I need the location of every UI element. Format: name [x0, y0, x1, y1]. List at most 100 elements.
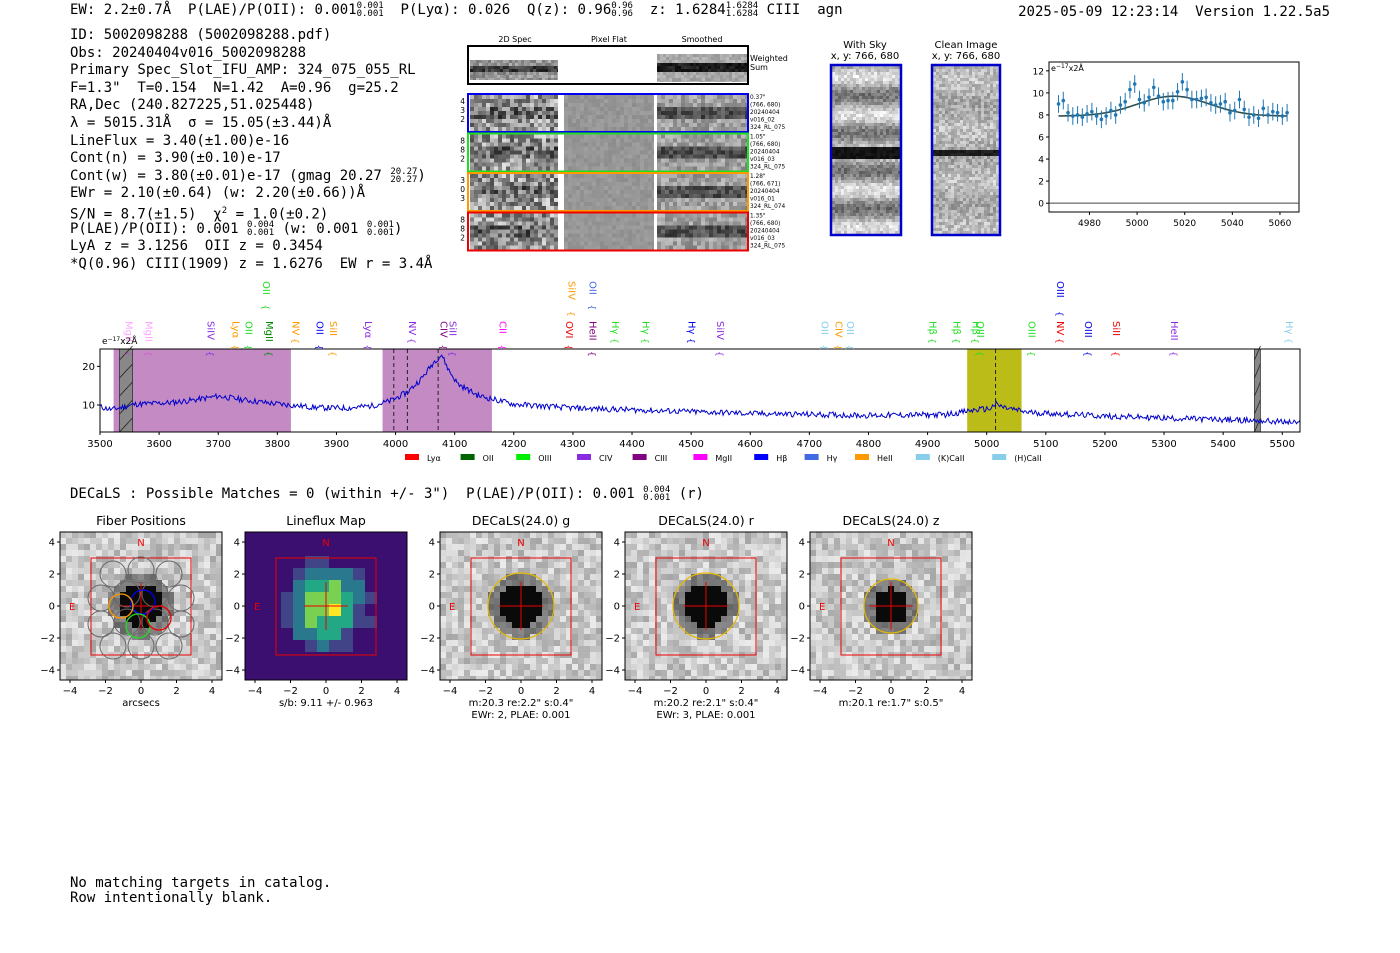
fiber-circle [155, 632, 183, 660]
spectrum-unit-label: e−17x2Å [102, 335, 138, 347]
fit-plot-frame [1048, 61, 1300, 213]
cutout-row [467, 93, 749, 133]
spectrum-line-marker: MgII{ [142, 321, 154, 357]
clean-image-border [930, 63, 1002, 237]
stamp-xtick-label: 0 [888, 686, 894, 697]
header-plae: P(LAE)/P(OII): 0.001 [188, 2, 357, 18]
spectrum-frame [99, 348, 1301, 433]
spectrum-xtick-label: 4300 [560, 439, 585, 450]
mask-hatch [119, 345, 133, 361]
spectrum-line-marker: SiIV{ [565, 281, 577, 317]
info-contw: Cont(w) = 3.80(±0.01)e-17 (gmag 20.27 20… [70, 166, 426, 185]
spectrum-shaded-region [967, 349, 1022, 432]
stamp-ytick-label: −4 [40, 666, 55, 677]
info-lya: LyA z = 3.1256 OII z = 0.3454 [70, 238, 323, 255]
stamp-xtick-label: 0 [518, 686, 524, 697]
with-sky-title: With Sky [843, 40, 887, 51]
mask-hatch [119, 417, 133, 433]
north-label: N [517, 538, 524, 549]
spectrum-shaded-region [382, 349, 492, 432]
cutout-left-label: 0.90 [460, 185, 465, 194]
fit-data-point [1142, 101, 1147, 105]
fit-xtick-label: 5000 [1126, 219, 1149, 229]
cutout-right-label: 20240404 [750, 189, 780, 195]
stamp-ytick-label: −4 [225, 666, 240, 677]
fiber-circle [99, 632, 127, 660]
imaging-stamps: Fiber Positions N E −4 4 −2 2 0 0 2 −2 4 −4 arcsecs Li… [40, 513, 973, 721]
spectrum-line-marker: Hγ{ [685, 321, 697, 344]
fit-ytick-label: 12 [1033, 67, 1044, 77]
spectrum-line-marker: OIII{ [1025, 321, 1037, 357]
cutout-left-label: 0.13 [460, 176, 465, 185]
fit-data-point [1271, 109, 1275, 114]
fit-ytick-label: 0 [1038, 200, 1044, 210]
header-plya: P(Lyα): 0.026 [400, 2, 511, 18]
spectrum-xtick-label: 4400 [619, 439, 644, 450]
fit-data-point [1071, 114, 1075, 118]
stamp-caption: m:20.2 re:2.1" s:0.4" [654, 698, 759, 709]
cutout-right-label: 1.28" [750, 174, 766, 180]
cutout-left-label: 0.08 [460, 216, 465, 225]
fit-data-point [1194, 97, 1199, 102]
fit-data-point [1185, 87, 1189, 92]
east-label: E [449, 602, 455, 613]
info-lambda: λ = 5015.31Å σ = 15.05(±3.44)Å [70, 114, 332, 131]
spectrum-line-marker: OII{ [242, 321, 254, 350]
fit-xtick-label: 4980 [1078, 219, 1101, 229]
ellipse-aperture [863, 578, 919, 634]
mask-hatch [1254, 381, 1261, 397]
legend-label: Hβ [776, 454, 787, 463]
fit-data-point [1156, 94, 1161, 98]
fit-data-point [1223, 99, 1227, 104]
stamp-caption: arcsecs [122, 698, 160, 709]
fit-data-point [1199, 96, 1204, 101]
fit-data-point [1151, 85, 1156, 90]
cutout-right-label: v016_02 [750, 118, 775, 124]
aperture-box [655, 557, 757, 656]
mask-hatch [1254, 345, 1261, 361]
fiber-circle [113, 608, 141, 636]
north-label: N [702, 538, 709, 549]
legend-swatch [855, 454, 869, 460]
cutout-col-header: Smoothed [682, 35, 723, 44]
spectrum-xtick-label: 4600 [738, 439, 763, 450]
stamp-caption: m:20.1 re:1.7" s:0.5" [839, 698, 944, 709]
cutout-right-label: 324_RL_075 [750, 125, 785, 131]
weighted-sum-row [467, 45, 749, 85]
fit-data-point [1228, 110, 1232, 115]
stamp-ytick-label: 0 [234, 602, 240, 613]
fit-data-point [1056, 102, 1061, 106]
spectrum-line-marker: NV{ [1053, 321, 1065, 344]
aperture-box [275, 557, 377, 656]
spectrum-line-marker: OIII{ [1053, 281, 1065, 317]
spectrum-xtick-label: 5400 [1210, 439, 1235, 450]
info-fwhm: F=1.3" T=0.154 N=1.42 A=0.96 g=25.2 [70, 79, 399, 96]
fit-data-point [1232, 108, 1237, 113]
stamp-g: DECaLS(24.0) g N E −4 4 −2 2 0 0 2 −2 4 −4 m:20.3 re:… [420, 513, 603, 721]
header-version: Version 1.22.5a5 [1195, 4, 1330, 20]
stamp-fiber: Fiber Positions N E −4 4 −2 2 0 0 2 −2 4 −4 arcsecs [40, 513, 223, 709]
fit-data-point [1147, 95, 1151, 100]
legend-swatch [754, 454, 769, 460]
fit-data-point [1128, 87, 1132, 92]
spectrum-line-marker: OII{ [313, 321, 325, 350]
cutout-left-label: 262 [460, 234, 465, 243]
spectrum-line-marker: MgII{ [122, 321, 134, 357]
cutout-right-label: v016_01 [750, 197, 775, 203]
mask-hatch [1254, 363, 1261, 379]
spectrum-line-marker: SiII{ [1110, 321, 1122, 357]
stamp-xtick-label: 0 [703, 686, 709, 697]
cutout-right-label: (766, 680) [750, 142, 780, 148]
catalog-note-2: Row intentionally blank. [70, 890, 273, 906]
cutout-row [467, 172, 749, 212]
cutout-right-label: 0.37" [750, 95, 766, 101]
stamp-ytick-label: 4 [614, 538, 620, 549]
spectrum-xtick-label: 4000 [383, 439, 408, 450]
fit-data-point [1090, 109, 1094, 114]
cutout-row [467, 132, 749, 173]
fit-ytick-label: 2 [1038, 178, 1044, 188]
detection-info: ID: 5002098288 (5002098288.pdf) Obs: 202… [70, 27, 432, 273]
legend-swatch [405, 454, 419, 460]
fit-ytick-label: 10 [1033, 89, 1045, 99]
